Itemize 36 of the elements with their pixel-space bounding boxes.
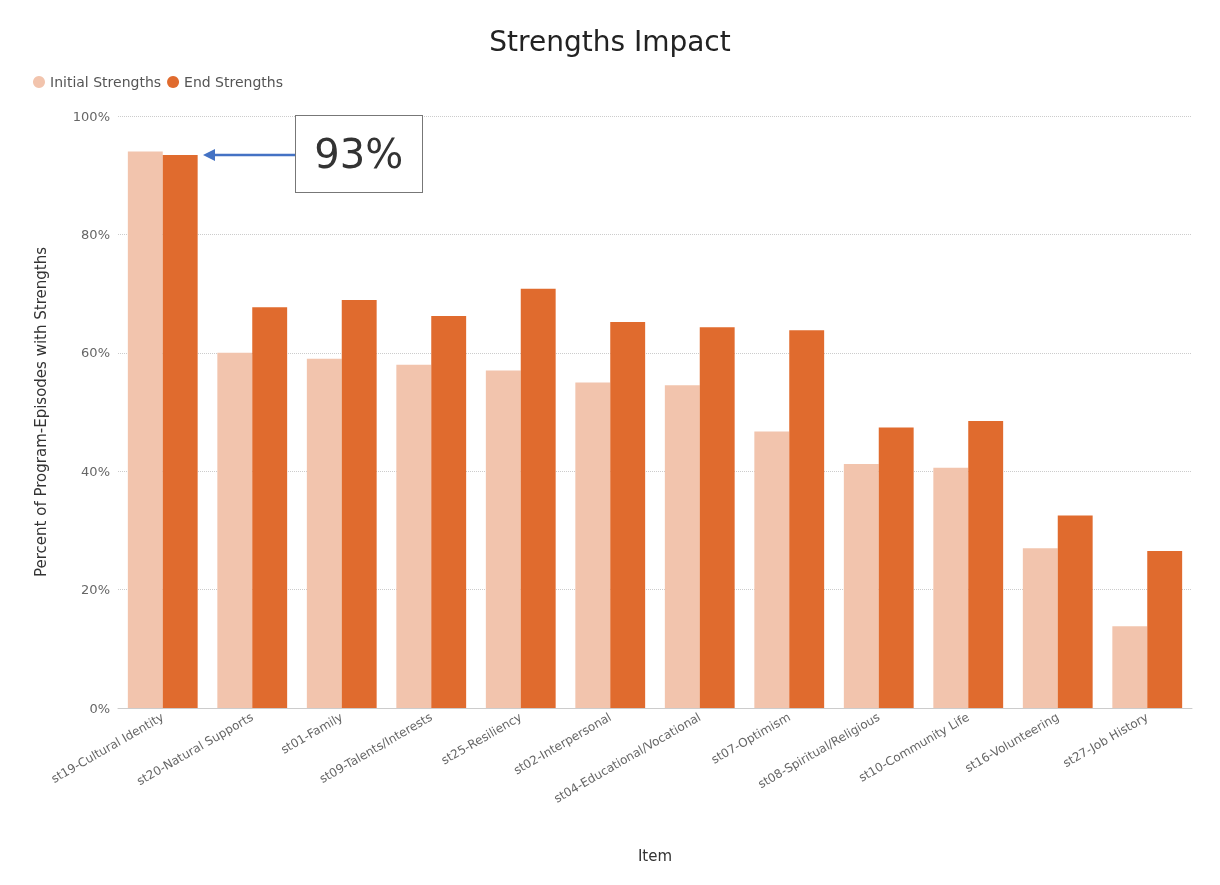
bar — [878, 427, 914, 708]
y-tick-label: 100% — [72, 108, 110, 124]
bar — [127, 151, 163, 708]
bar — [485, 370, 521, 708]
bar — [1022, 548, 1058, 708]
y-tick-label: 40% — [81, 463, 110, 479]
bar — [664, 385, 700, 708]
y-axis-title: Percent of Program-Episodes with Strengths — [31, 246, 50, 577]
bar — [754, 431, 790, 708]
bar — [162, 155, 198, 708]
chart-title: Strengths Impact — [489, 24, 731, 58]
bar — [431, 316, 467, 708]
bar — [699, 327, 735, 708]
annotation: 93% — [294, 115, 423, 194]
bar — [1057, 515, 1093, 708]
x-axis-title: Item — [637, 846, 673, 865]
bar — [968, 420, 1004, 708]
bar — [1112, 626, 1148, 708]
bar — [933, 467, 969, 708]
bar — [306, 358, 342, 708]
bar — [341, 300, 377, 708]
bar — [1147, 551, 1183, 708]
bar — [575, 382, 611, 708]
bar — [843, 464, 879, 708]
y-tick-label: 80% — [81, 226, 110, 242]
legend-label: Initial Strengths — [50, 74, 162, 90]
bar — [520, 288, 556, 708]
bar — [789, 330, 825, 708]
y-tick-label: 0% — [89, 700, 110, 716]
bar — [610, 322, 646, 708]
legend-label: End Strengths — [184, 74, 283, 90]
y-tick-label: 60% — [81, 345, 110, 361]
bar — [396, 364, 432, 708]
y-tick-label: 20% — [81, 582, 110, 598]
bar — [252, 307, 288, 708]
bar — [217, 352, 253, 708]
